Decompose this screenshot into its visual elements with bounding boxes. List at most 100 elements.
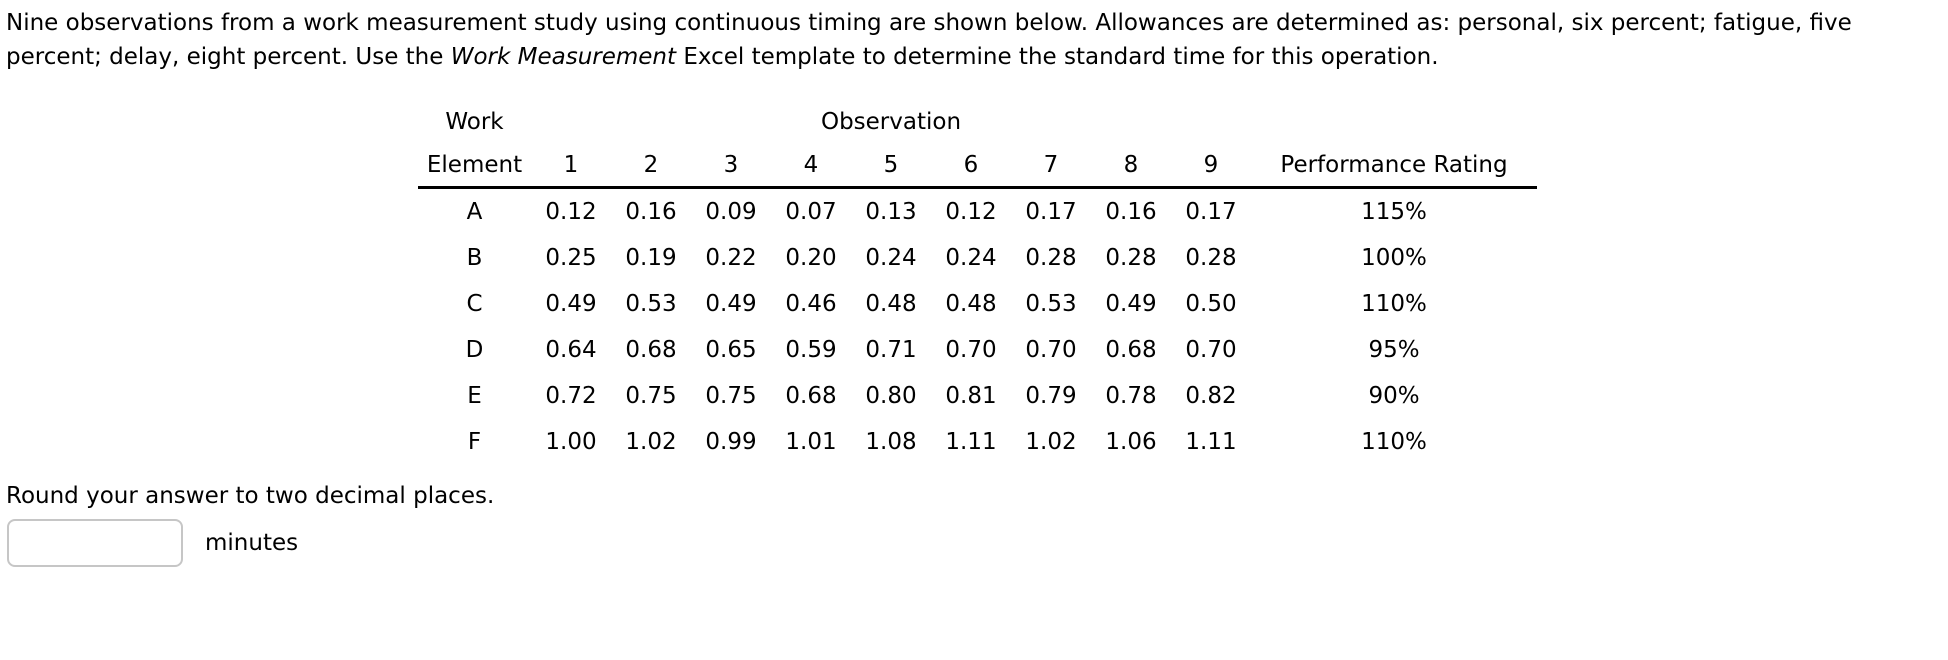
element-header: Element bbox=[418, 144, 531, 189]
table-row-F: F 1.00 1.02 0.99 1.01 1.08 1.11 1.02 1.06 1.11 110… bbox=[418, 419, 1537, 465]
performance-rating-cell: 100% bbox=[1361, 245, 1427, 271]
observation-cell: 0.59 bbox=[785, 337, 837, 363]
table-row-D: D 0.64 0.68 0.65 0.59 0.71 0.70 0.70 0.68 0.70 95% bbox=[418, 327, 1537, 373]
observation-cell: 1.02 bbox=[1025, 429, 1077, 455]
observation-cell: 0.19 bbox=[625, 245, 677, 271]
performance-rating-cell: 115% bbox=[1361, 199, 1427, 225]
element-cell: C bbox=[466, 291, 483, 317]
observation-col-header-4: 4 bbox=[771, 144, 851, 189]
observation-cell: 0.68 bbox=[1105, 337, 1157, 363]
observation-cell: 1.06 bbox=[1105, 429, 1157, 455]
problem-text-1: Nine observations from a work measuremen… bbox=[6, 10, 1852, 36]
observation-cell: 0.99 bbox=[705, 429, 757, 455]
observation-cell: 0.24 bbox=[865, 245, 917, 271]
observation-cell: 0.28 bbox=[1185, 245, 1237, 271]
observation-cell: 0.09 bbox=[705, 199, 757, 225]
answer-unit-label: minutes bbox=[205, 530, 299, 556]
observation-cell: 0.75 bbox=[705, 383, 757, 409]
element-cell: B bbox=[466, 245, 483, 271]
observation-cell: 0.65 bbox=[705, 337, 757, 363]
performance-rating-cell: 110% bbox=[1361, 429, 1427, 455]
observation-cell: 0.49 bbox=[545, 291, 597, 317]
observation-cell: 0.22 bbox=[705, 245, 757, 271]
problem-text-2-pre: percent; delay, eight percent. Use the bbox=[6, 44, 451, 70]
problem-line-1: Nine observations from a work measuremen… bbox=[6, 6, 1948, 40]
observation-cell: 0.16 bbox=[1105, 199, 1157, 225]
observation-cell: 0.75 bbox=[625, 383, 677, 409]
table-row-A: A 0.12 0.16 0.09 0.07 0.13 0.12 0.17 0.16 0.17 115… bbox=[418, 188, 1537, 236]
performance-rating-header: Performance Rating bbox=[1251, 144, 1537, 189]
element-cell: D bbox=[465, 337, 484, 363]
observation-cell: 1.08 bbox=[865, 429, 917, 455]
observation-col-header-7: 7 bbox=[1011, 144, 1091, 189]
observation-cell: 0.78 bbox=[1105, 383, 1157, 409]
observation-cell: 0.46 bbox=[785, 291, 837, 317]
observation-cell: 0.12 bbox=[945, 199, 997, 225]
table-column-header-row: Element 1 2 3 4 5 6 7 8 9 Performance Rating bbox=[418, 144, 1537, 189]
performance-rating-cell: 95% bbox=[1368, 337, 1420, 363]
observation-cell: 0.17 bbox=[1025, 199, 1077, 225]
rounding-instruction: Round your answer to two decimal places. bbox=[6, 483, 495, 509]
observation-cell: 0.80 bbox=[865, 383, 917, 409]
observation-cell: 0.70 bbox=[1025, 337, 1077, 363]
observation-col-header-9: 9 bbox=[1171, 144, 1251, 189]
observation-cell: 0.82 bbox=[1185, 383, 1237, 409]
problem-line-2: percent; delay, eight percent. Use the W… bbox=[6, 40, 1948, 74]
table-row-C: C 0.49 0.53 0.49 0.46 0.48 0.48 0.53 0.49 0.50 110… bbox=[418, 281, 1537, 327]
observation-cell: 0.25 bbox=[545, 245, 597, 271]
performance-rating-cell: 90% bbox=[1368, 383, 1420, 409]
observation-cell: 0.79 bbox=[1025, 383, 1077, 409]
problem-text-template-name: Work Measurement bbox=[450, 44, 677, 70]
observation-cell: 0.71 bbox=[865, 337, 917, 363]
observation-cell: 0.17 bbox=[1185, 199, 1237, 225]
observation-col-header-6: 6 bbox=[931, 144, 1011, 189]
observation-cell: 1.11 bbox=[945, 429, 997, 455]
problem-text-2-post: Excel template to determine the standard… bbox=[676, 44, 1439, 70]
table-row-E: E 0.72 0.75 0.75 0.68 0.80 0.81 0.79 0.78 0.82 90% bbox=[418, 373, 1537, 419]
observation-cell: 0.16 bbox=[625, 199, 677, 225]
work-header: Work bbox=[445, 109, 504, 135]
element-cell: E bbox=[467, 383, 482, 409]
observation-cell: 0.70 bbox=[1185, 337, 1237, 363]
table-group-header-row: Work Observation bbox=[418, 100, 1537, 144]
observation-cell: 0.81 bbox=[945, 383, 997, 409]
observation-cell: 0.49 bbox=[1105, 291, 1157, 317]
observation-cell: 0.20 bbox=[785, 245, 837, 271]
observations-table: Work Observation Element 1 2 3 4 5 6 7 8 9 Perfor… bbox=[418, 100, 1537, 465]
observation-cell: 0.53 bbox=[1025, 291, 1077, 317]
observation-cell: 1.02 bbox=[625, 429, 677, 455]
table-row-B: B 0.25 0.19 0.22 0.20 0.24 0.24 0.28 0.28 0.28 100… bbox=[418, 235, 1537, 281]
observation-cell: 0.50 bbox=[1185, 291, 1237, 317]
observation-cell: 0.72 bbox=[545, 383, 597, 409]
observation-cell: 0.28 bbox=[1105, 245, 1157, 271]
observation-cell: 1.00 bbox=[545, 429, 597, 455]
observation-col-header-2: 2 bbox=[611, 144, 691, 189]
observation-cell: 0.07 bbox=[785, 199, 837, 225]
observation-cell: 0.48 bbox=[945, 291, 997, 317]
observation-col-header-8: 8 bbox=[1091, 144, 1171, 189]
perf-header-spacer bbox=[1251, 100, 1537, 144]
answer-row: minutes bbox=[7, 519, 1948, 567]
observation-cell: 0.53 bbox=[625, 291, 677, 317]
observation-cell: 0.24 bbox=[945, 245, 997, 271]
observation-cell: 0.68 bbox=[625, 337, 677, 363]
observation-cell: 0.12 bbox=[545, 199, 597, 225]
observation-col-header-3: 3 bbox=[691, 144, 771, 189]
observation-cell: 0.64 bbox=[545, 337, 597, 363]
observations-table-body: A 0.12 0.16 0.09 0.07 0.13 0.12 0.17 0.16 0.17 115… bbox=[418, 188, 1537, 466]
observation-cell: 0.70 bbox=[945, 337, 997, 363]
observation-cell: 0.13 bbox=[865, 199, 917, 225]
observation-cell: 1.11 bbox=[1185, 429, 1237, 455]
element-cell: A bbox=[466, 199, 483, 225]
observation-cell: 0.49 bbox=[705, 291, 757, 317]
observation-cell: 0.68 bbox=[785, 383, 837, 409]
problem-statement: Nine observations from a work measuremen… bbox=[0, 0, 1948, 74]
observation-cell: 0.28 bbox=[1025, 245, 1077, 271]
observation-group-header: Observation bbox=[820, 109, 962, 135]
element-cell: F bbox=[467, 429, 482, 455]
observation-col-header-1: 1 bbox=[531, 144, 611, 189]
performance-rating-cell: 110% bbox=[1361, 291, 1427, 317]
observation-cell: 0.48 bbox=[865, 291, 917, 317]
answer-input[interactable] bbox=[7, 519, 183, 567]
observation-col-header-5: 5 bbox=[851, 144, 931, 189]
